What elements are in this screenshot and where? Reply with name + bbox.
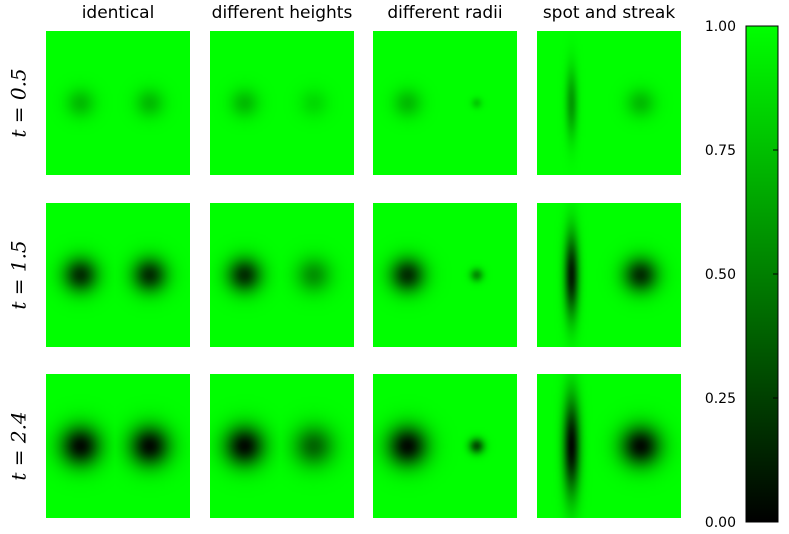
panel-different-heights-t-1-5 — [210, 203, 354, 347]
panel-spot-and-streak-t-0-5 — [537, 31, 681, 175]
column-title-different-radii: different radii — [387, 3, 502, 23]
panel-grid — [46, 31, 681, 518]
row-label-t-0-5: t = 0.5 — [7, 68, 31, 137]
panel-different-radii-t-2-4 — [373, 374, 517, 518]
colorbar-tick-label-2: 0.50 — [705, 267, 736, 283]
row-label-t-1-5: t = 1.5 — [7, 240, 31, 309]
column-title-identical: identical — [82, 3, 155, 23]
panel-different-radii-t-1-5 — [373, 203, 517, 347]
panel-different-heights-t-0-5 — [210, 31, 354, 175]
row-label-t-2-4: t = 2.4 — [7, 411, 31, 480]
column-title-different-heights: different heights — [212, 3, 353, 23]
colorbar-tick-label-4: 1.00 — [705, 19, 736, 35]
colorbar-tick-label-3: 0.75 — [705, 143, 736, 159]
panel-different-heights-t-2-4 — [210, 374, 354, 518]
panel-spot-and-streak-t-2-4 — [537, 374, 681, 518]
panel-identical-t-0-5 — [46, 31, 190, 175]
panel-identical-t-1-5 — [46, 203, 190, 347]
colorbar: 0.00 0.25 0.50 0.75 1.00 — [705, 19, 779, 531]
column-titles: identical different heights different radi… — [82, 3, 676, 23]
panel-identical-t-2-4 — [46, 374, 190, 518]
panel-spot-and-streak-t-1-5 — [537, 203, 681, 347]
colorbar-ticks: 0.00 0.25 0.50 0.75 1.00 — [705, 19, 778, 531]
row-labels: t = 0.5 t = 1.5 t = 2.4 — [7, 68, 31, 480]
colorbar-tick-label-0: 0.00 — [705, 515, 736, 531]
colorbar-tick-label-1: 0.25 — [705, 391, 736, 407]
colorbar-gradient — [745, 25, 779, 523]
panel-different-radii-t-0-5 — [373, 31, 517, 175]
column-title-spot-and-streak: spot and streak — [543, 3, 676, 23]
